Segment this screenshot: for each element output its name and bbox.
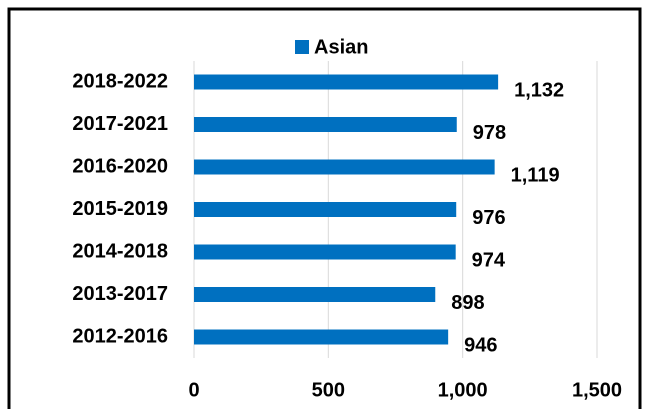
legend-label: Asian xyxy=(314,36,368,58)
bar xyxy=(194,287,436,302)
y-tick-label: 2017-2021 xyxy=(72,113,168,135)
x-tick-label: 0 xyxy=(188,379,199,401)
bar xyxy=(194,159,495,175)
x-tick-label: 500 xyxy=(312,379,345,401)
bar xyxy=(194,202,457,217)
data-label: 1,132 xyxy=(514,79,564,101)
data-label: 976 xyxy=(472,207,505,229)
x-tick-label: 1,500 xyxy=(572,379,622,401)
y-tick-label: 2014-2018 xyxy=(72,240,168,262)
bar xyxy=(194,244,456,260)
data-label: 946 xyxy=(464,334,497,356)
bar xyxy=(194,117,457,132)
bar xyxy=(194,74,499,90)
bar xyxy=(194,329,449,345)
y-tick-label: 2013-2017 xyxy=(72,283,168,305)
data-label: 898 xyxy=(451,292,484,314)
data-label: 1,119 xyxy=(511,164,560,186)
y-tick-label: 2016-2020 xyxy=(72,155,168,177)
data-label: 978 xyxy=(473,122,506,144)
data-label: 974 xyxy=(472,249,506,271)
y-tick-label: 2012-2016 xyxy=(72,325,168,347)
y-tick-label: 2015-2019 xyxy=(72,198,168,220)
x-tick-label: 1,000 xyxy=(438,379,488,401)
legend-swatch xyxy=(295,40,309,54)
y-tick-label: 2018-2022 xyxy=(72,70,168,92)
